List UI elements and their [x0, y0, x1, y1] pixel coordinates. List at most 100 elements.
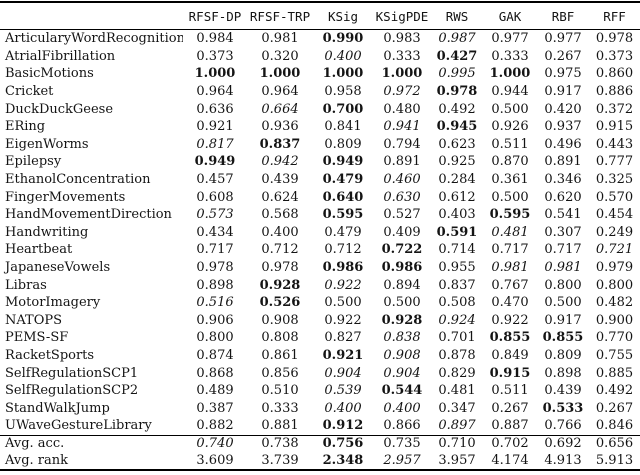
dataset-name: RacketSports [5, 347, 95, 363]
value-cell: 0.387 [196, 400, 234, 416]
dataset-name: Heartbeat [5, 242, 73, 258]
value-cell: 0.958 [324, 84, 362, 100]
value-cell: 0.712 [261, 242, 299, 258]
table-row: PEMS-SF 0.800 0.808 0.827 0.838 0.701 0.855 0.8… [0, 329, 640, 347]
value-cell: 0.480 [383, 101, 421, 117]
table-row: FingerMovements 0.608 0.624 0.640 0.630 0.612… [0, 188, 640, 206]
value-cell: 0.500 [491, 189, 529, 205]
value-cell: 0.479 [324, 224, 362, 240]
value-cell: 0.481 [491, 224, 529, 240]
dataset-name: EigenWorms [5, 136, 89, 152]
value-cell: 0.700 [322, 101, 364, 117]
table-footer: Avg. acc. 0.740 0.738 0.756 0.735 0.710 0.702 0… [0, 435, 640, 471]
value-cell: 0.922 [491, 312, 529, 328]
value-cell: 0.868 [196, 365, 234, 381]
table-row: NATOPS 0.906 0.908 0.922 0.928 0.924 0.922 0.91… [0, 312, 640, 330]
dataset-name: PEMS-SF [5, 330, 69, 346]
value-cell: 0.740 [196, 436, 234, 452]
value-cell: 0.922 [324, 312, 362, 328]
value-cell: 0.849 [491, 347, 529, 363]
value-cell: 0.443 [595, 136, 634, 152]
value-cell: 0.928 [381, 312, 423, 328]
value-cell: 0.403 [438, 207, 476, 223]
value-cell: 0.908 [261, 312, 299, 328]
value-cell: 0.533 [542, 400, 584, 416]
value-cell: 0.856 [261, 365, 299, 381]
column-header-ksigpde: KSigPDE [373, 1, 431, 30]
dataset-name: FingerMovements [5, 189, 126, 205]
dataset-name: StandWalkJump [5, 400, 110, 416]
value-cell: 0.636 [196, 101, 234, 117]
value-cell: 0.990 [322, 31, 364, 47]
dataset-name: Avg. rank [0, 452, 183, 471]
value-cell: 3.739 [247, 452, 313, 471]
value-cell: 0.481 [438, 383, 476, 399]
value-cell: 0.400 [324, 400, 362, 416]
value-cell: 1.000 [194, 66, 236, 82]
value-cell: 0.439 [544, 383, 582, 399]
value-cell: 0.595 [489, 207, 531, 223]
value-cell: 0.249 [595, 224, 634, 240]
dataset-name: Epilepsy [5, 154, 62, 170]
value-cell: 0.866 [373, 417, 431, 436]
value-cell: 0.457 [196, 172, 234, 188]
value-cell: 0.325 [595, 172, 634, 188]
value-cell: 0.964 [261, 84, 299, 100]
value-cell: 0.489 [196, 383, 234, 399]
value-cell: 0.777 [595, 154, 634, 170]
value-cell: 0.511 [491, 136, 529, 152]
value-cell: 0.885 [595, 365, 634, 381]
dataset-name: ERing [5, 119, 46, 135]
value-cell: 0.838 [383, 330, 421, 346]
value-cell: 4.913 [537, 452, 589, 471]
value-cell: 0.949 [322, 154, 364, 170]
value-cell: 3.609 [183, 452, 247, 471]
value-cell: 0.977 [491, 31, 529, 47]
value-cell: 0.978 [436, 84, 478, 100]
value-cell: 0.837 [259, 136, 301, 152]
value-cell: 0.900 [595, 312, 634, 328]
value-cell: 0.891 [544, 154, 582, 170]
column-header-rfsf-trp: RFSF-TRP [247, 1, 313, 30]
value-cell: 0.882 [183, 417, 247, 436]
value-cell: 0.333 [383, 48, 421, 64]
value-cell: 1.000 [259, 66, 301, 82]
value-cell: 0.855 [542, 330, 584, 346]
table-row: Heartbeat 0.717 0.712 0.712 0.722 0.714 0.717 0… [0, 241, 640, 259]
value-cell: 0.630 [383, 189, 421, 205]
value-cell: 0.937 [544, 119, 582, 135]
value-cell: 0.809 [324, 136, 362, 152]
table-row: EigenWorms 0.817 0.837 0.809 0.794 0.623 0.511… [0, 136, 640, 154]
column-header-rws: RWS [431, 1, 483, 30]
value-cell: 0.496 [544, 136, 582, 152]
value-cell: 0.906 [196, 312, 234, 328]
value-cell: 0.841 [324, 119, 362, 135]
dataset-name: ArticularyWordRecognition [5, 31, 183, 47]
value-cell: 0.756 [322, 436, 364, 452]
table-row: JapaneseVowels 0.978 0.978 0.986 0.986 0.955 0… [0, 259, 640, 277]
value-cell: 5.913 [589, 452, 640, 471]
value-cell: 0.972 [383, 84, 421, 100]
value-cell: 0.544 [381, 383, 423, 399]
value-cell: 1.000 [381, 66, 423, 82]
value-cell: 0.434 [196, 224, 234, 240]
value-cell: 0.861 [261, 347, 299, 363]
value-cell: 0.987 [438, 31, 476, 47]
dataset-name: DuckDuckGeese [5, 101, 114, 117]
value-cell: 0.942 [261, 154, 299, 170]
table-row: AtrialFibrillation 0.373 0.320 0.400 0.333 0.… [0, 48, 640, 66]
table-row: Epilepsy 0.949 0.942 0.949 0.891 0.925 0.870 0.… [0, 153, 640, 171]
table-row: Avg. rank 3.609 3.739 2.348 2.957 3.957 4.174 4… [0, 452, 640, 471]
value-cell: 0.717 [544, 242, 582, 258]
value-cell: 0.926 [491, 119, 529, 135]
value-cell: 0.964 [196, 84, 234, 100]
value-cell: 0.539 [324, 383, 362, 399]
table-row: StandWalkJump 0.387 0.333 0.400 0.400 0.347 0.… [0, 399, 640, 417]
value-cell: 0.400 [383, 400, 421, 416]
value-cell: 0.624 [261, 189, 299, 205]
value-cell: 0.898 [544, 365, 582, 381]
value-cell: 0.915 [489, 365, 531, 381]
value-cell: 0.492 [595, 383, 634, 399]
table-body: ArticularyWordRecognition 0.984 0.981 0.990… [0, 30, 640, 436]
value-cell: 0.794 [383, 136, 421, 152]
